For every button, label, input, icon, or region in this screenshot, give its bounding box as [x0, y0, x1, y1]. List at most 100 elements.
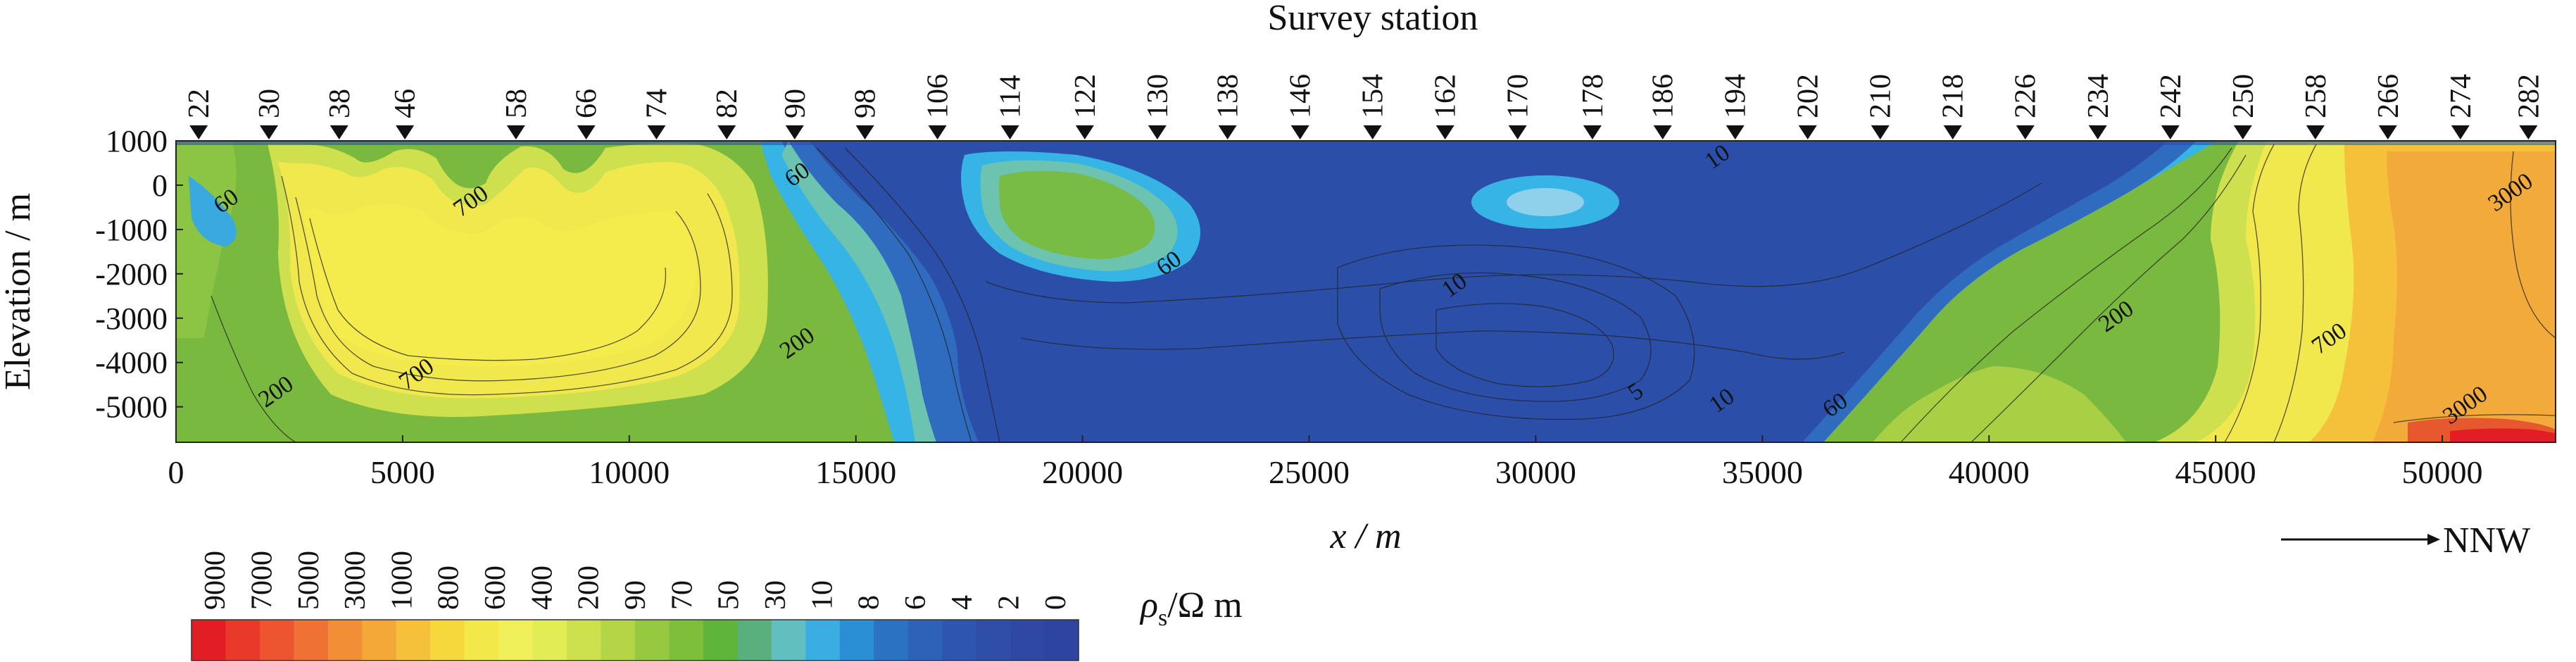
contour-lines: [211, 144, 2556, 442]
colorbar-tick-label: 6: [900, 595, 932, 610]
colorbar-tick-label: 90: [620, 580, 652, 610]
direction-label: NNW: [2443, 520, 2530, 561]
arrow-right-icon: [2427, 534, 2440, 545]
x-tick-label: 15000: [815, 454, 896, 490]
plot-frame: [175, 140, 2556, 443]
station-triangle-icon: [1871, 125, 1890, 139]
station-label: 154: [1357, 74, 1390, 118]
colorbar-tick-label: 4: [946, 595, 979, 610]
colorbar-tick-label: 9000: [199, 551, 232, 610]
y-tick-label: -5000: [95, 390, 168, 425]
colorbar-tick-label: 0: [1040, 595, 1072, 610]
station-triangle-icon: [259, 125, 278, 139]
colorbar: 9000 7000 5000 3000 1000 800 600 400 200 90 70 50 30…: [191, 551, 1079, 661]
station-triangle-icon: [2233, 125, 2252, 139]
colorbar-tick-label: 200: [573, 566, 605, 610]
station-triangle-icon: [785, 125, 804, 139]
x-axis-label: x / m: [1329, 516, 1401, 556]
station-triangle-icon: [717, 125, 736, 139]
colorbar-label: ρs/Ω m: [1139, 585, 1243, 631]
green-island: [999, 170, 1155, 259]
station-label: 242: [2155, 74, 2187, 118]
station-label: 146: [1285, 74, 1317, 118]
station-triangle-icon: [1583, 125, 1602, 139]
station-label: 162: [1430, 74, 1462, 118]
x-tick-label: 20000: [1042, 454, 1123, 490]
direction-indicator: NNW: [2281, 520, 2530, 561]
y-tick-label: -2000: [95, 257, 168, 292]
station-triangle-icon: [928, 125, 947, 139]
station-triangle-icon: [2016, 125, 2035, 139]
station-triangle-icon: [1290, 125, 1309, 139]
eastern-deep-red-core: [2450, 428, 2556, 442]
y-tick-label: 1000: [106, 124, 168, 158]
station-label: 66: [571, 89, 603, 118]
colorbar-tick-label: 800: [433, 566, 465, 610]
colorbar-swatch: [737, 620, 772, 661]
station-label: 210: [1865, 74, 1897, 118]
x-tick-label: 40000: [1949, 454, 2030, 490]
surface-band: [176, 141, 2556, 145]
station-triangle-icon: [1148, 125, 1167, 139]
y-axis: 1000 0 -1000 -2000 -3000 -4000 -5000: [95, 124, 183, 425]
station-label: 30: [253, 89, 286, 118]
station-markers: 22 30 38 46 58 66 74 82 90 98 106 114 122 130 138 146 15…: [183, 74, 2545, 139]
station-triangle-icon: [1075, 125, 1094, 139]
station-label: 186: [1647, 74, 1680, 118]
station-triangle-icon: [2088, 125, 2107, 139]
x-tick-label: 45000: [2175, 454, 2256, 490]
x-tick-label: 35000: [1722, 454, 1803, 490]
station-label: 218: [1937, 74, 1970, 118]
station-label: 74: [641, 89, 673, 118]
colorbar-swatch: [1044, 620, 1079, 661]
station-label: 38: [324, 89, 356, 118]
colorbar-tick-label: 600: [479, 566, 512, 610]
station-triangle-icon: [1435, 125, 1455, 139]
colorbar-swatch: [669, 620, 704, 661]
x-tick-label: 30000: [1495, 454, 1576, 490]
y-axis-label: Elevation / m: [0, 193, 38, 390]
station-triangle-icon: [855, 125, 874, 139]
colorbar-swatch: [225, 620, 260, 661]
light-blue-anomaly: [1507, 188, 1584, 216]
station-triangle-icon: [396, 125, 415, 139]
western-high-core: [303, 204, 697, 366]
station-label: 82: [711, 89, 743, 118]
colorbar-tick-label: 50: [713, 580, 746, 610]
station-triangle-icon: [506, 125, 525, 139]
x-tick-label: 50000: [2402, 454, 2483, 490]
station-triangle-icon: [1363, 125, 1382, 139]
colorbar-swatch: [430, 620, 465, 661]
station-label: 234: [2082, 74, 2115, 118]
station-triangle-icon: [1943, 125, 1962, 139]
colorbar-swatch: [396, 620, 431, 661]
station-triangle-icon: [2161, 125, 2180, 139]
x-tick-label: 5000: [370, 454, 435, 490]
colorbar-swatch: [635, 620, 670, 661]
station-label: 194: [1720, 74, 1752, 118]
station-triangle-icon: [2378, 125, 2397, 139]
x-tick-label: 0: [168, 454, 184, 490]
station-triangle-icon: [577, 125, 596, 139]
station-label: 122: [1069, 74, 1102, 118]
station-label: 106: [922, 74, 955, 118]
station-triangle-icon: [1726, 125, 1745, 139]
colorbar-tick-label: 3000: [339, 551, 372, 610]
station-label: 250: [2228, 74, 2260, 118]
station-label: 138: [1212, 74, 1245, 118]
station-label: 226: [2010, 74, 2042, 118]
colorbar-swatch: [1010, 620, 1045, 661]
colorbar-swatch: [839, 620, 874, 661]
station-triangle-icon: [1218, 125, 1237, 139]
colorbar-swatch: [942, 620, 977, 661]
y-tick-label: 0: [152, 168, 168, 203]
colorbar-tick-label: 30: [760, 580, 792, 610]
x-tick-label: 25000: [1269, 454, 1350, 490]
station-triangle-icon: [2519, 125, 2538, 139]
station-label: 274: [2445, 74, 2477, 118]
station-triangle-icon: [1000, 125, 1019, 139]
y-tick-label: -4000: [95, 346, 168, 380]
colorbar-swatch: [771, 620, 806, 661]
